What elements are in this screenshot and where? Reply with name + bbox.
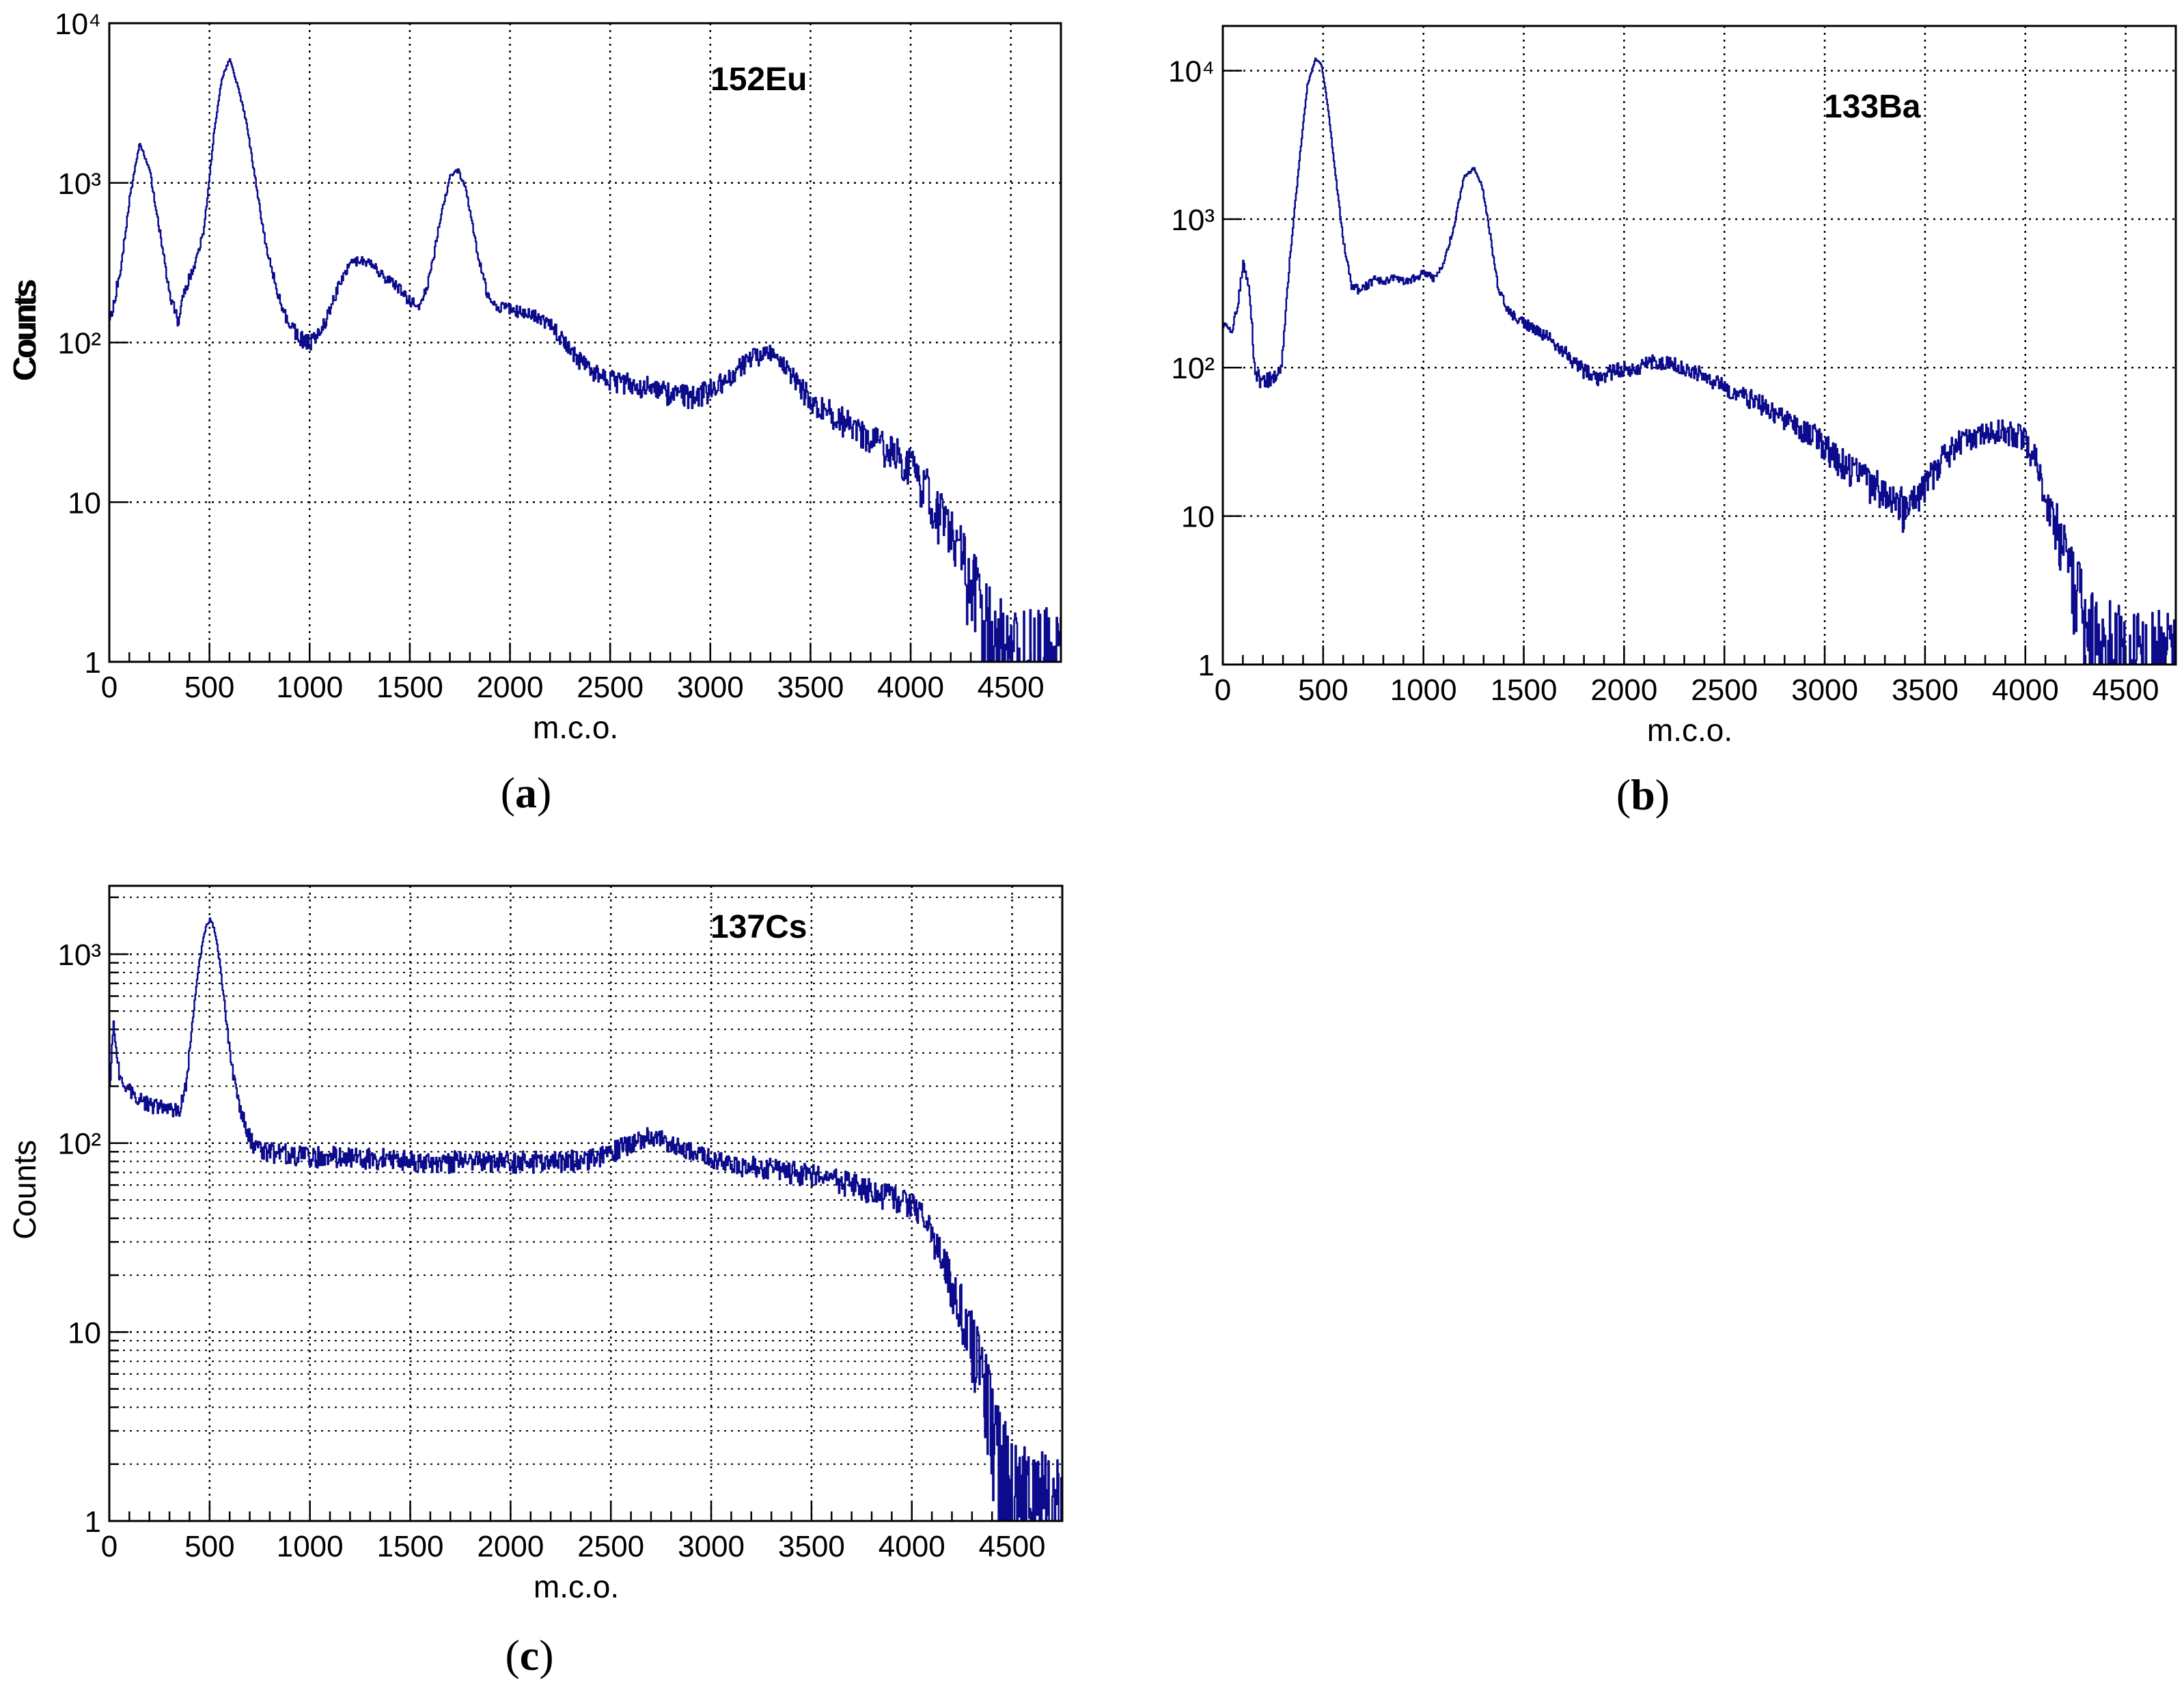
y-tick-label: 10² xyxy=(57,1128,101,1161)
y-axis-title: Counts xyxy=(7,1140,42,1240)
x-tick-label: 500 xyxy=(1298,673,1348,707)
x-tick-label: 2000 xyxy=(1590,673,1657,707)
y-tick-label: 10⁴ xyxy=(1168,55,1215,88)
caption-paren: ) xyxy=(539,1631,553,1679)
x-tick-label: 1000 xyxy=(276,671,343,704)
x-tick-label: 1500 xyxy=(1491,673,1558,707)
x-tick-label: 4500 xyxy=(978,671,1045,704)
y-tick-label: 10³ xyxy=(1171,204,1215,237)
x-tick-label: 3000 xyxy=(1791,673,1858,707)
x-tick-label: 3000 xyxy=(677,671,744,704)
y-axis-title: Counts xyxy=(7,282,42,382)
x-tick-label: 3500 xyxy=(1892,673,1959,707)
panel-title: 137Cs xyxy=(710,909,807,945)
panel-b: 0 500 1000 1500 2000 2500 3000 3500 4000 45001101… xyxy=(7,25,2177,819)
panel-caption: (b) xyxy=(1616,770,1670,819)
x-tick-label: 2000 xyxy=(477,1530,544,1563)
x-tick-label: 1000 xyxy=(1390,673,1457,707)
caption-paren: ) xyxy=(537,768,551,817)
spectrum-series-line xyxy=(109,58,1062,663)
x-axis-title: m.c.o. xyxy=(533,710,618,745)
x-tick-label: 0 xyxy=(101,1530,118,1563)
y-tick-label: 10² xyxy=(57,327,101,361)
caption-letter: b xyxy=(1631,770,1655,819)
panel-caption: (c) xyxy=(505,1631,553,1679)
x-tick-label: 1500 xyxy=(376,671,443,704)
x-axis-title: m.c.o. xyxy=(1647,712,1732,748)
x-tick-label: 3500 xyxy=(778,1530,845,1563)
y-tick-label: 10 xyxy=(1181,501,1215,534)
caption-paren: ( xyxy=(1616,770,1631,819)
x-tick-label: 4500 xyxy=(979,1530,1046,1563)
plot-frame xyxy=(1221,25,2177,666)
x-tick-label: 3500 xyxy=(777,671,844,704)
caption-paren: ( xyxy=(501,768,515,817)
x-tick-label: 4000 xyxy=(1992,673,2059,707)
y-tick-label: 1 xyxy=(1198,649,1215,682)
y-tick-label: 10³ xyxy=(57,938,101,972)
spectrum-series-line xyxy=(1222,57,2176,666)
plot-frame xyxy=(108,22,1062,663)
x-tick-label: 4000 xyxy=(879,1530,945,1563)
spectrum-series-line xyxy=(109,917,1063,1522)
panel-caption: (a) xyxy=(501,768,552,817)
plot-frame xyxy=(108,884,1064,1522)
x-tick-label: 3000 xyxy=(678,1530,745,1563)
y-tick-label: 10 xyxy=(68,1316,101,1350)
y-tick-label: 10⁴ xyxy=(55,8,101,41)
x-tick-label: 2500 xyxy=(577,671,644,704)
x-tick-label: 4500 xyxy=(2092,673,2159,707)
x-tick-label: 500 xyxy=(184,671,234,704)
panel-a: 0 500 1000 1500 2000 2500 3000 3500 4000 4500 1 10 1… xyxy=(7,8,1062,817)
y-tick-label: 10² xyxy=(1171,352,1215,385)
caption-letter: a xyxy=(515,768,537,817)
x-tick-label: 2500 xyxy=(1691,673,1758,707)
panel-c: 0 500 1000 1500 2000 2500 3000 3500 4000 4500 1 10 1… xyxy=(7,884,1064,1679)
panel-title: 152Eu xyxy=(710,61,807,98)
x-axis-title: m.c.o. xyxy=(534,1569,619,1604)
x-tick-label: 1500 xyxy=(377,1530,444,1563)
panel-title: 133Ba xyxy=(1824,89,1921,125)
caption-paren: ) xyxy=(1655,770,1670,819)
caption-paren: ( xyxy=(505,1631,519,1679)
x-tick-label: 4000 xyxy=(877,671,944,704)
x-tick-label: 2000 xyxy=(477,671,544,704)
y-tick-label: 10³ xyxy=(57,167,101,201)
y-tick-label: 1 xyxy=(85,646,101,680)
x-tick-label: 1000 xyxy=(277,1530,344,1563)
x-tick-label: 0 xyxy=(101,671,118,704)
y-tick-label: 1 xyxy=(85,1505,101,1539)
x-tick-label: 0 xyxy=(1215,673,1231,707)
y-axis-title: Counts xyxy=(7,279,42,379)
caption-letter: c xyxy=(520,1631,539,1679)
x-tick-label: 2500 xyxy=(577,1530,644,1563)
y-tick-label: 10 xyxy=(68,486,101,520)
x-tick-label: 500 xyxy=(184,1530,234,1563)
